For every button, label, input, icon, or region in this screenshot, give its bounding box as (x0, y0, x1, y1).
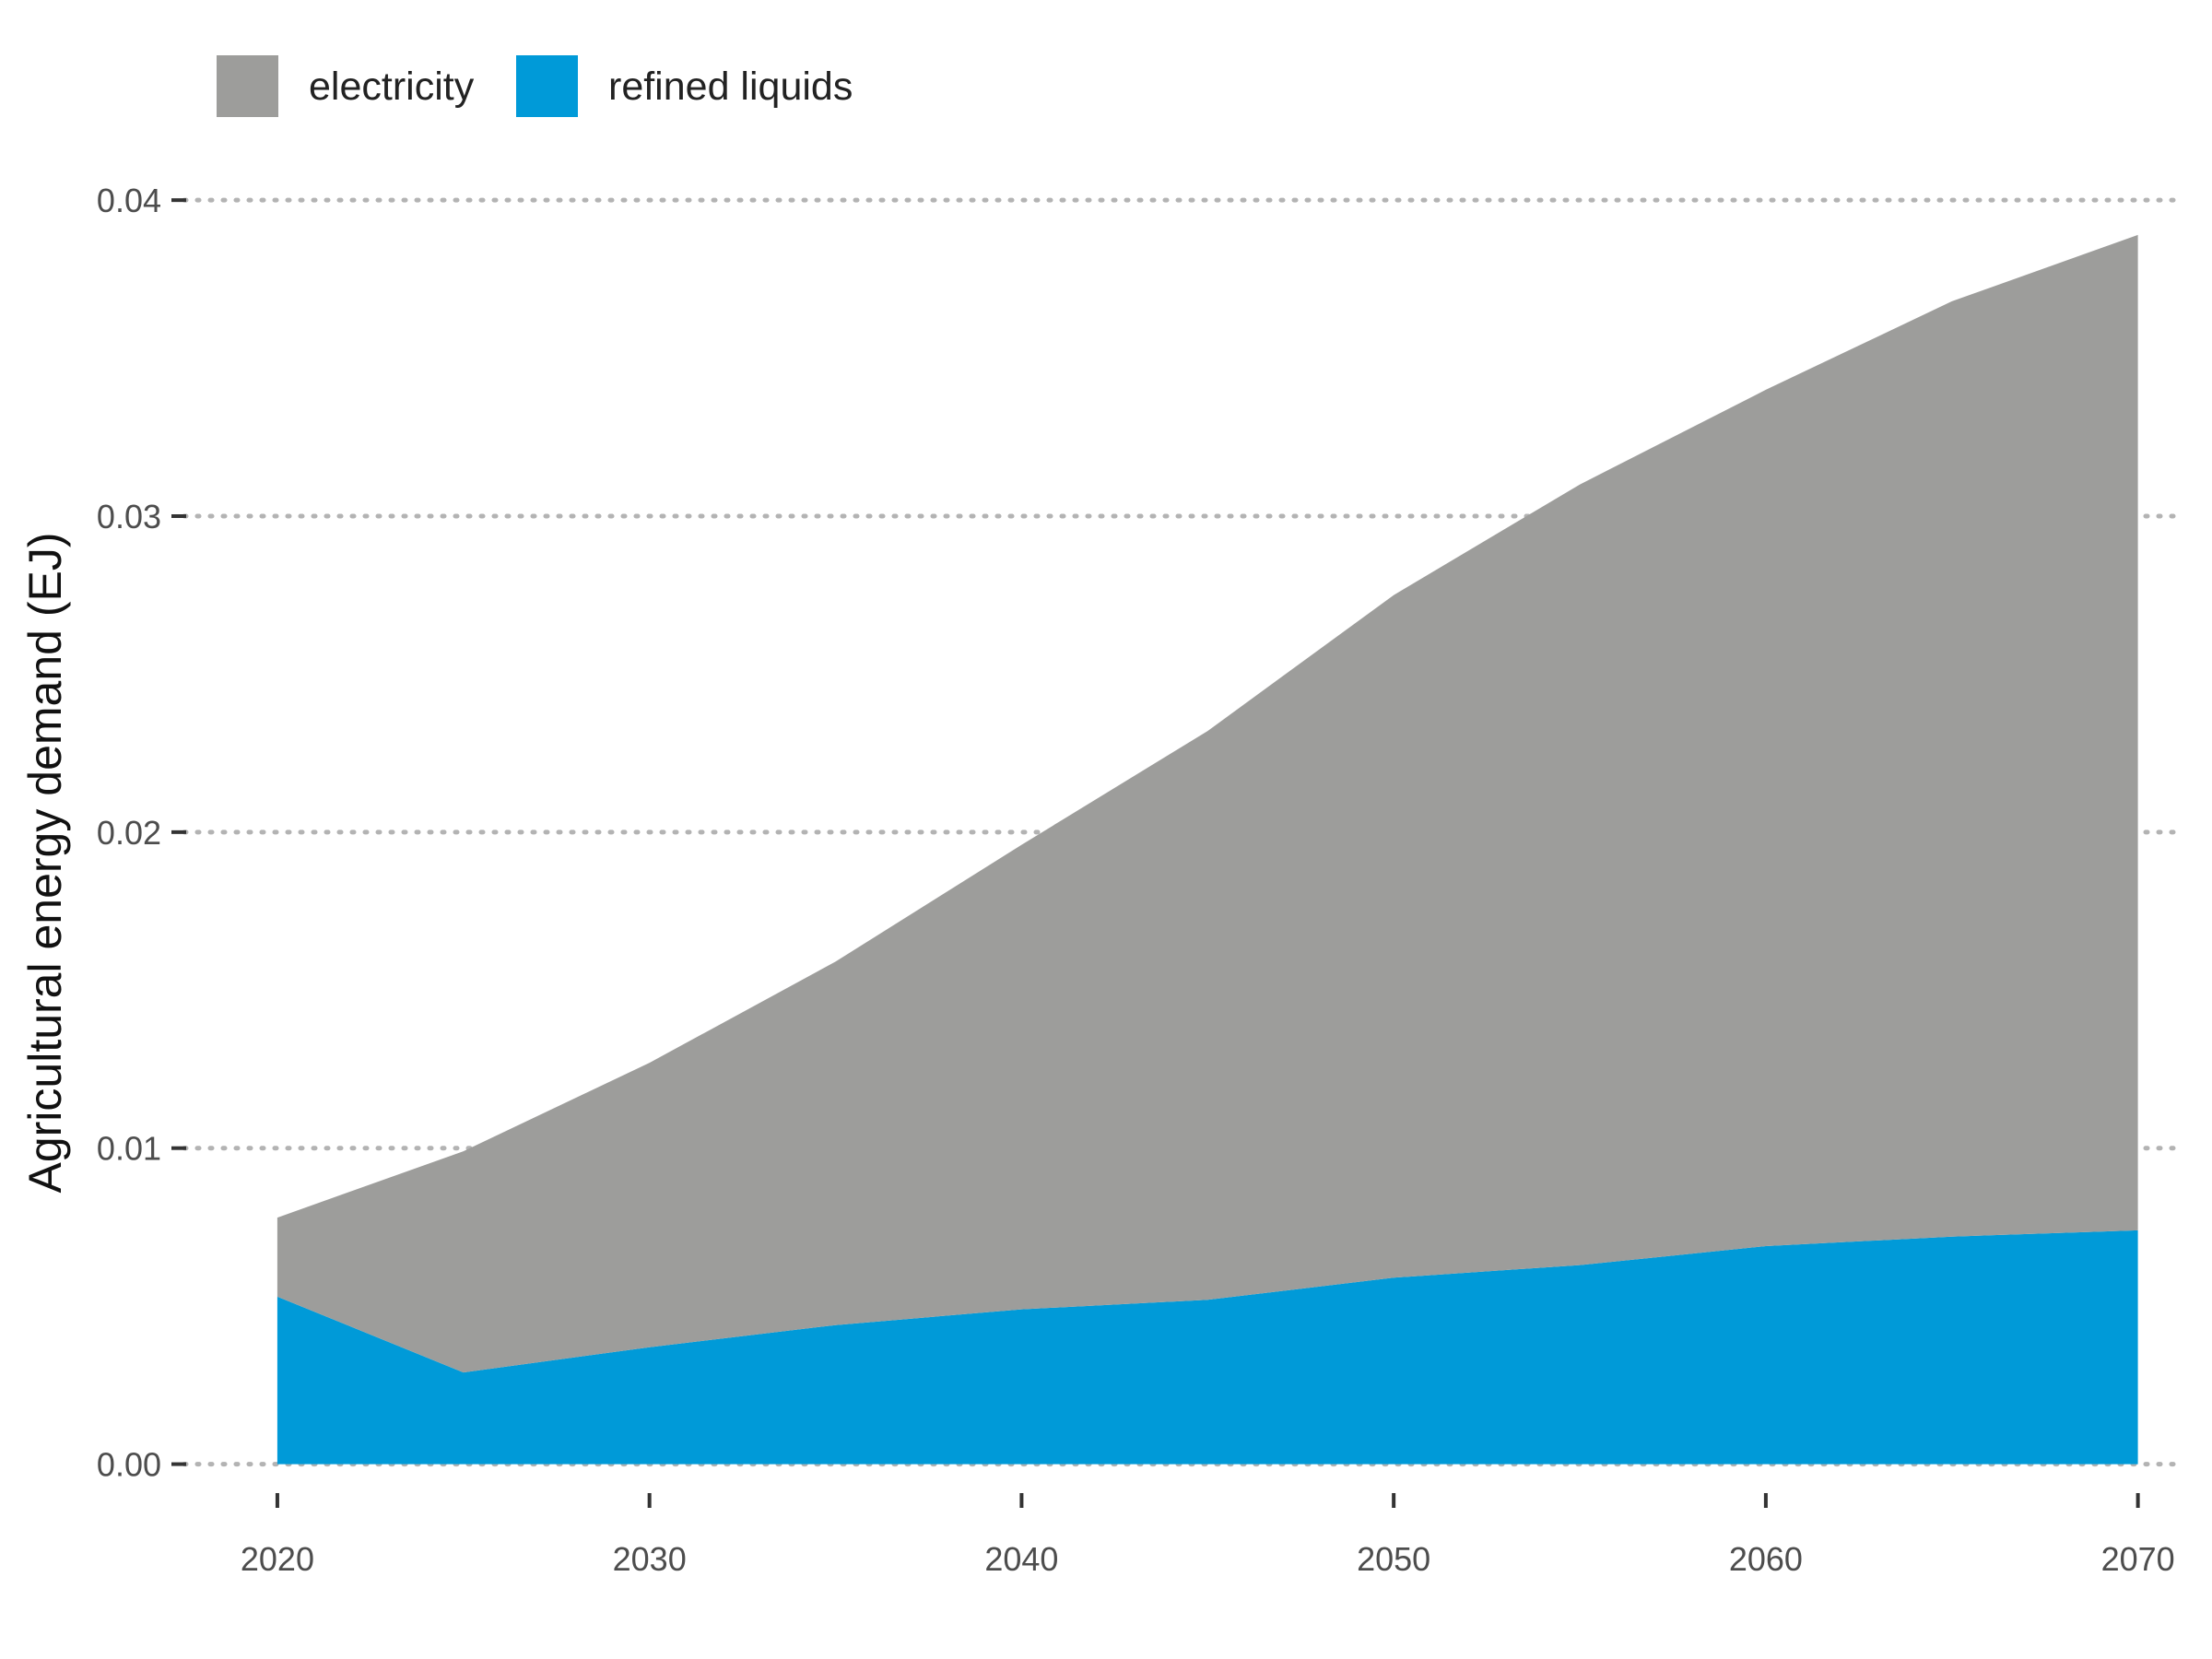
y-tick-label: 0.02 (97, 814, 161, 852)
plot-areas (276, 234, 2138, 1465)
y-tick-label: 0.04 (97, 182, 161, 219)
y-axis-title: Agricultural energy demand (EJ) (19, 533, 71, 1194)
axes: 0.00 0.01 0.02 0.03 0.04 2020 2030 2040 2050 2060… (97, 182, 2175, 1578)
legend-label-electricity: electricity (309, 65, 475, 109)
y-tick-label: 0.01 (97, 1130, 161, 1168)
y-tick-label: 0.03 (97, 498, 161, 535)
y-tick-label: 0.00 (97, 1446, 161, 1484)
x-tick-label: 2070 (2101, 1540, 2175, 1578)
x-tick-label: 2040 (984, 1540, 1058, 1578)
legend: electricity refined liquids (217, 55, 853, 117)
legend-swatch-electricity (217, 55, 278, 117)
x-tick-label: 2020 (241, 1540, 314, 1578)
x-tick-label: 2060 (1729, 1540, 1803, 1578)
legend-swatch-refined-liquids (516, 55, 578, 117)
area-electricity (276, 234, 2138, 1373)
legend-label-refined-liquids: refined liquids (608, 65, 853, 109)
x-tick-label: 2030 (613, 1540, 687, 1578)
x-tick-label: 2050 (1357, 1540, 1430, 1578)
area-refined-liquids (276, 1230, 2138, 1465)
